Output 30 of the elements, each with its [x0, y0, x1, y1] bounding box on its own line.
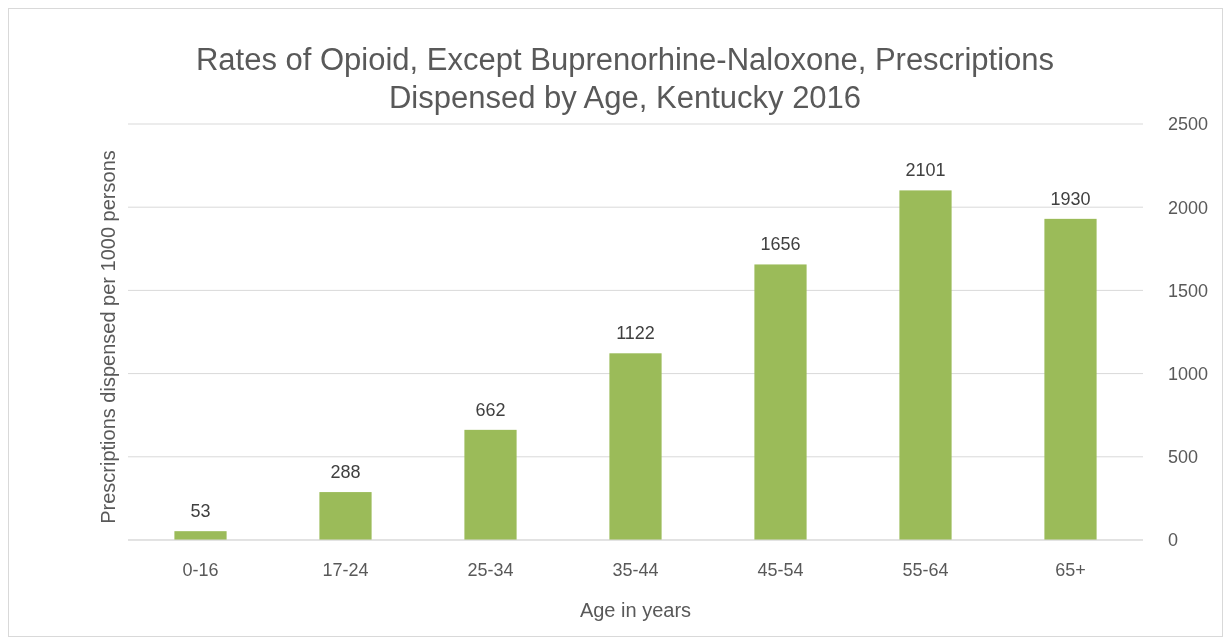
- bar: [319, 492, 372, 540]
- bar: [464, 429, 517, 540]
- data-label: 2101: [905, 160, 946, 181]
- data-label: 662: [475, 399, 506, 420]
- bar: [754, 264, 807, 540]
- y-tick-label: 0: [1168, 530, 1179, 551]
- x-tick-label: 55-64: [902, 560, 949, 580]
- bar: [1044, 218, 1097, 540]
- x-tick-label: 17-24: [322, 560, 369, 580]
- y-tick-label: 1500: [1168, 280, 1209, 301]
- bar: [609, 353, 662, 540]
- y-tick-label: 500: [1168, 447, 1199, 468]
- y-tick-label: 1000: [1168, 363, 1209, 384]
- x-axis-title: Age in years: [579, 599, 692, 621]
- chart-title: Rates of Opioid, Except Buprenorhine-Naloxone, Prescriptions Dispensed by Age, Kentucky 2016: [195, 42, 1055, 115]
- y-axis-title: Prescriptions dispensed per 1000 persons: [97, 150, 119, 524]
- data-label: 1122: [616, 323, 655, 344]
- data-label: 1656: [760, 234, 801, 255]
- x-tick-label: 45-54: [757, 560, 804, 580]
- y-tick-label: 2500: [1168, 114, 1209, 135]
- bar: [899, 190, 952, 540]
- data-label: 1930: [1050, 188, 1091, 209]
- x-tick-label: 25-34: [467, 560, 514, 580]
- data-label: 288: [330, 462, 361, 483]
- data-label: 53: [190, 501, 211, 522]
- bar: [174, 531, 227, 540]
- x-tick-label: 65+: [1055, 560, 1086, 580]
- x-tick-label: 35-44: [612, 560, 659, 580]
- x-tick-label: 0-16: [182, 560, 219, 580]
- y-tick-label: 2000: [1168, 197, 1209, 218]
